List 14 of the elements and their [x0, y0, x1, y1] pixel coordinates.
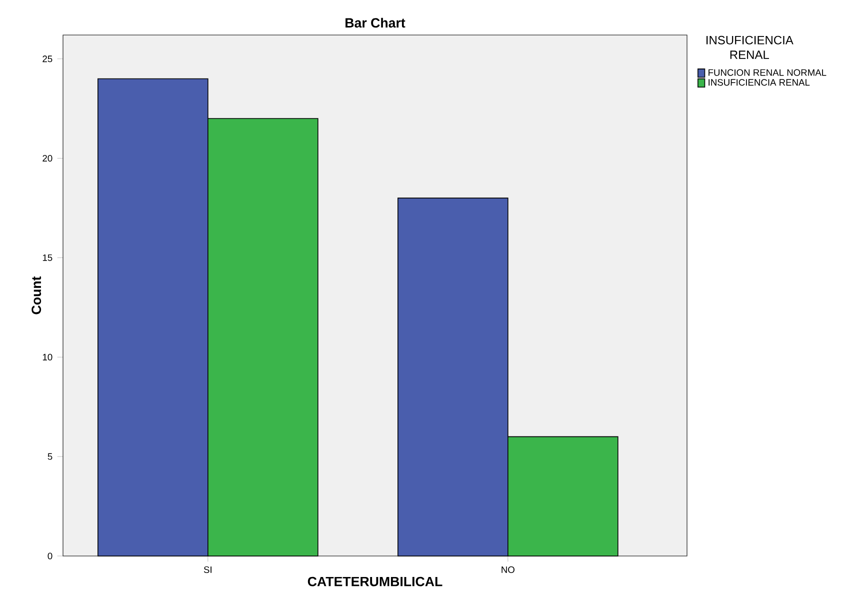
y-tick-label: 5: [48, 453, 52, 460]
legend-label: INSUFICIENCIA RENAL: [708, 79, 810, 86]
y-tick-label: 0: [48, 552, 52, 560]
x-tick-label: SI: [204, 566, 212, 573]
y-axis-title: Count: [32, 276, 42, 314]
y-tick-label: 10: [42, 354, 52, 360]
chart-title: Bar Chart: [346, 18, 406, 28]
x-tick-label: NO: [502, 566, 514, 573]
y-tick-label: 15: [42, 254, 52, 261]
legend-label: FUNCION RENAL NORMAL: [708, 69, 826, 76]
legend-title: INSUFICIENCIA RENAL: [706, 36, 794, 59]
y-tick-label: 25: [42, 56, 52, 62]
x-axis-title: CATETERUMBILICAL: [308, 576, 442, 586]
y-tick-label: 20: [42, 154, 52, 162]
